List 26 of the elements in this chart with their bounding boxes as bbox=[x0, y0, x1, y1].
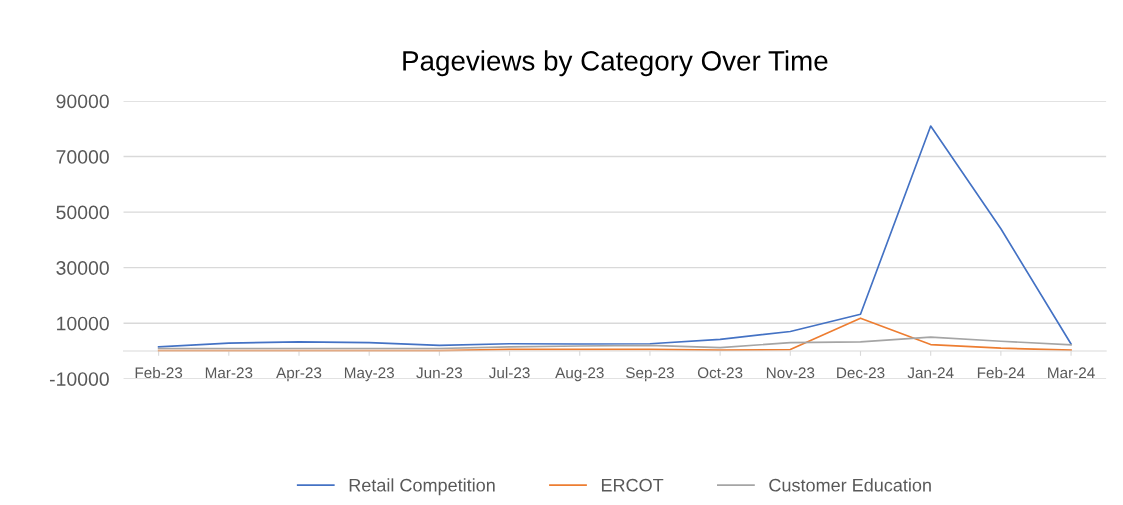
legend-label: Customer Education bbox=[769, 478, 931, 492]
x-tick-label: Nov-23 bbox=[766, 367, 815, 379]
legend-label: Retail Competition bbox=[349, 478, 495, 496]
x-tick-label: Mar-24 bbox=[1048, 367, 1095, 379]
legend-label: ERCOT bbox=[601, 478, 664, 492]
x-tick-label: Jul-23 bbox=[489, 366, 530, 379]
y-tick-label: -10000 bbox=[49, 372, 109, 386]
y-tick-label: 50000 bbox=[56, 205, 109, 220]
x-tick-label: May-23 bbox=[344, 367, 394, 382]
y-tick-label: 90000 bbox=[56, 94, 109, 109]
x-tick-label: Mar-23 bbox=[205, 367, 253, 379]
y-tick-label: 70000 bbox=[56, 150, 109, 164]
x-tick-label: Sep-23 bbox=[626, 367, 674, 382]
x-tick-label: Dec-23 bbox=[837, 367, 885, 379]
x-tick-label: Feb-23 bbox=[135, 366, 183, 379]
y-tick-label: 30000 bbox=[56, 261, 109, 275]
x-tick-label: Feb-24 bbox=[977, 366, 1025, 379]
chart-title: Pageviews by Category Over Time bbox=[403, 50, 828, 77]
x-tick-label: Apr-23 bbox=[276, 367, 322, 382]
x-tick-label: Oct-23 bbox=[697, 367, 743, 379]
x-tick-label: Aug-23 bbox=[555, 367, 604, 382]
x-tick-label: Jun-23 bbox=[416, 367, 463, 379]
y-tick-label: 10000 bbox=[57, 316, 109, 331]
line-series bbox=[157, 336, 1072, 350]
x-tick-label: Jan-24 bbox=[907, 367, 954, 379]
line-series bbox=[157, 125, 1072, 348]
